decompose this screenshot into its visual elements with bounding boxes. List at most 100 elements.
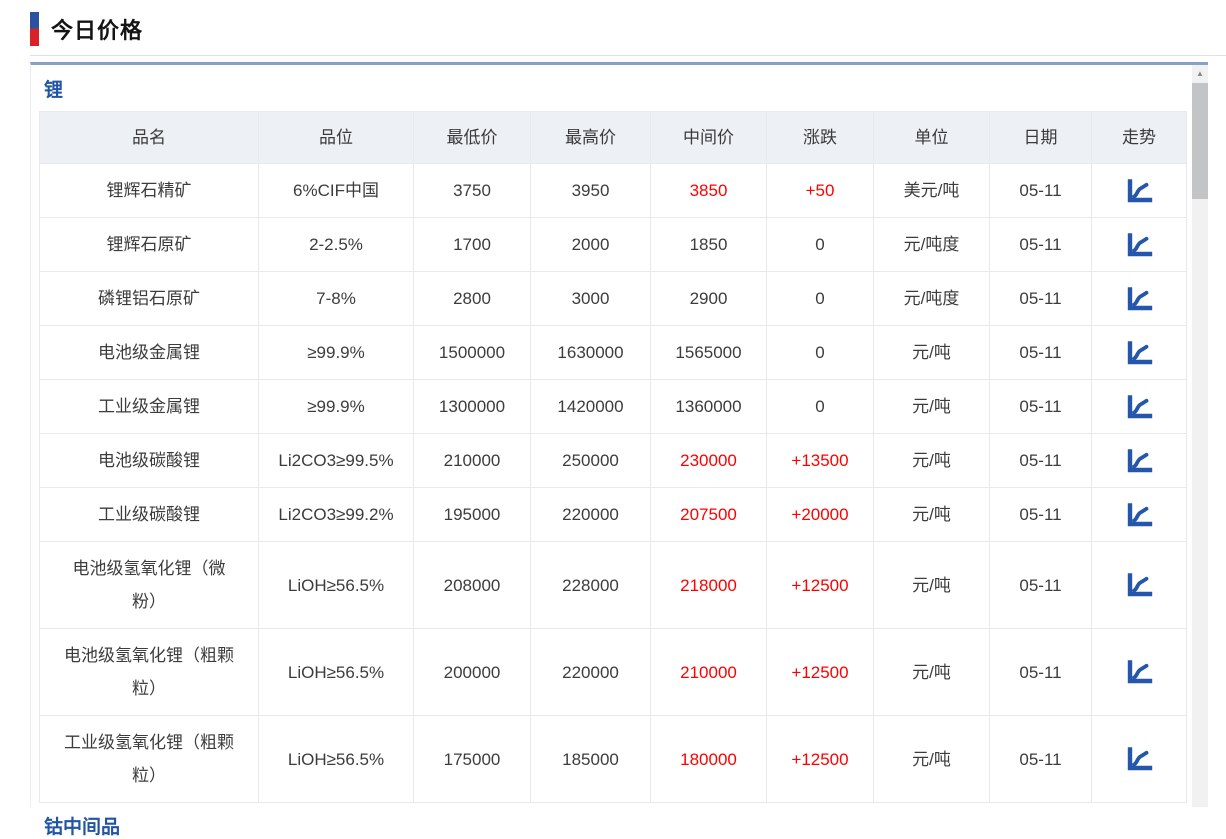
grade-cell: LiOH≥56.5% <box>258 715 414 803</box>
trend-link[interactable] <box>1125 178 1153 205</box>
line-chart-icon <box>1127 502 1153 526</box>
line-chart-icon <box>1127 394 1153 418</box>
high-price-cell: 1420000 <box>530 379 651 434</box>
table-row: 工业级金属锂 ≥99.9% 1300000 1420000 1360000 0 … <box>39 379 1187 434</box>
grade-cell: Li2CO3≥99.5% <box>258 433 414 488</box>
grade-cell: 7-8% <box>258 271 414 326</box>
low-price-cell: 2800 <box>413 271 531 326</box>
page-header: 今日价格 <box>0 0 1226 56</box>
date-cell: 05-11 <box>989 271 1092 326</box>
grade-cell: LiOH≥56.5% <box>258 628 414 716</box>
scrollbar-thumb[interactable] <box>1192 83 1208 199</box>
price-panel: 锂 品名 品位 最低价 最高价 中间价 涨跌 单位 日期 走势 <box>30 62 1208 838</box>
mid-price-cell: 1360000 <box>650 379 767 434</box>
section-title-lithium: 锂 <box>44 80 64 101</box>
product-name-cell: 电池级氢氧化锂（粗颗粒） <box>39 628 259 716</box>
product-name-cell: 工业级氢氧化锂（粗颗粒） <box>39 715 259 803</box>
column-header-mid: 中间价 <box>650 111 767 164</box>
product-name-cell: 工业级碳酸锂 <box>39 487 259 542</box>
product-name-cell: 电池级碳酸锂 <box>39 433 259 488</box>
trend-link[interactable] <box>1125 286 1153 313</box>
mid-price-cell: 2900 <box>650 271 767 326</box>
mid-price-cell: 1565000 <box>650 325 767 380</box>
mid-price-cell: 218000 <box>650 541 767 629</box>
low-price-cell: 200000 <box>413 628 531 716</box>
trend-link[interactable] <box>1125 747 1153 773</box>
table-row: 锂辉石原矿 2-2.5% 1700 2000 1850 0 元/吨度 05-11 <box>39 217 1187 272</box>
column-header-grade: 品位 <box>258 111 414 164</box>
mid-price-cell: 207500 <box>650 487 767 542</box>
unit-cell: 元/吨 <box>873 715 990 803</box>
high-price-cell: 2000 <box>530 217 651 272</box>
trend-cell <box>1091 217 1187 272</box>
change-cell: 0 <box>766 217 874 272</box>
line-chart-icon <box>1127 178 1153 202</box>
date-cell: 05-11 <box>989 487 1092 542</box>
change-cell: +12500 <box>766 541 874 629</box>
high-price-cell: 185000 <box>530 715 651 803</box>
table-row: 工业级氢氧化锂（粗颗粒） LiOH≥56.5% 175000 185000 18… <box>39 715 1187 803</box>
unit-cell: 美元/吨 <box>873 163 990 218</box>
price-table: 品名 品位 最低价 最高价 中间价 涨跌 单位 日期 走势 锂辉石精矿 6%CI… <box>39 111 1187 803</box>
grade-cell: LiOH≥56.5% <box>258 541 414 629</box>
column-header-low: 最低价 <box>413 111 531 164</box>
low-price-cell: 195000 <box>413 487 531 542</box>
low-price-cell: 1700 <box>413 217 531 272</box>
line-chart-icon <box>1127 747 1153 771</box>
date-cell: 05-11 <box>989 325 1092 380</box>
trend-cell <box>1091 271 1187 326</box>
line-chart-icon <box>1127 448 1153 472</box>
trend-link[interactable] <box>1125 340 1153 367</box>
change-cell: +13500 <box>766 433 874 488</box>
table-row: 磷锂铝石原矿 7-8% 2800 3000 2900 0 元/吨度 05-11 <box>39 271 1187 326</box>
trend-link[interactable] <box>1125 232 1153 259</box>
change-cell: +50 <box>766 163 874 218</box>
high-price-cell: 220000 <box>530 628 651 716</box>
unit-cell: 元/吨 <box>873 433 990 488</box>
mid-price-cell: 180000 <box>650 715 767 803</box>
low-price-cell: 210000 <box>413 433 531 488</box>
trend-cell <box>1091 715 1187 803</box>
low-price-cell: 3750 <box>413 163 531 218</box>
low-price-cell: 1300000 <box>413 379 531 434</box>
low-price-cell: 1500000 <box>413 325 531 380</box>
date-cell: 05-11 <box>989 715 1092 803</box>
scrollbar-up-button[interactable]: ▲ <box>1192 65 1208 83</box>
table-row: 电池级氢氧化锂（微粉） LiOH≥56.5% 208000 228000 218… <box>39 541 1187 629</box>
trend-link[interactable] <box>1125 660 1153 686</box>
high-price-cell: 1630000 <box>530 325 651 380</box>
high-price-cell: 3000 <box>530 271 651 326</box>
trend-link[interactable] <box>1125 448 1153 475</box>
high-price-cell: 220000 <box>530 487 651 542</box>
table-row: 电池级碳酸锂 Li2CO3≥99.5% 210000 250000 230000… <box>39 433 1187 488</box>
trend-cell <box>1091 628 1187 716</box>
panel-content: 锂 品名 品位 最低价 最高价 中间价 涨跌 单位 日期 走势 <box>31 65 1192 839</box>
grade-cell: 2-2.5% <box>258 217 414 272</box>
trend-link[interactable] <box>1125 573 1153 599</box>
scrollbar[interactable]: ▲ <box>1192 65 1208 807</box>
high-price-cell: 250000 <box>530 433 651 488</box>
unit-cell: 元/吨 <box>873 487 990 542</box>
mid-price-cell: 230000 <box>650 433 767 488</box>
trend-link[interactable] <box>1125 502 1153 529</box>
unit-cell: 元/吨 <box>873 628 990 716</box>
table-header-row: 品名 品位 最低价 最高价 中间价 涨跌 单位 日期 走势 <box>39 111 1187 164</box>
line-chart-icon <box>1127 232 1153 256</box>
grade-cell: ≥99.9% <box>258 325 414 380</box>
table-row: 电池级金属锂 ≥99.9% 1500000 1630000 1565000 0 … <box>39 325 1187 380</box>
mid-price-cell: 1850 <box>650 217 767 272</box>
product-name-cell: 磷锂铝石原矿 <box>39 271 259 326</box>
date-cell: 05-11 <box>989 433 1092 488</box>
date-cell: 05-11 <box>989 379 1092 434</box>
scroll-up-icon: ▲ <box>1196 69 1204 78</box>
high-price-cell: 228000 <box>530 541 651 629</box>
unit-cell: 元/吨 <box>873 379 990 434</box>
unit-cell: 元/吨度 <box>873 271 990 326</box>
grade-cell: ≥99.9% <box>258 379 414 434</box>
product-name-cell: 锂辉石精矿 <box>39 163 259 218</box>
trend-link[interactable] <box>1125 394 1153 421</box>
change-cell: 0 <box>766 271 874 326</box>
table-row: 工业级碳酸锂 Li2CO3≥99.2% 195000 220000 207500… <box>39 487 1187 542</box>
trend-cell <box>1091 433 1187 488</box>
line-chart-icon <box>1127 573 1153 597</box>
